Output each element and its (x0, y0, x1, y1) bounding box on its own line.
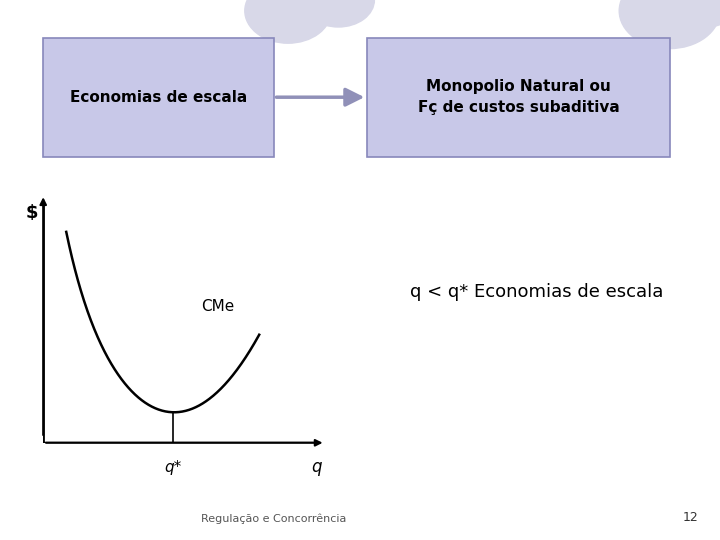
Text: CMe: CMe (202, 299, 235, 314)
Text: q*: q* (164, 460, 181, 475)
Circle shape (245, 0, 331, 43)
FancyBboxPatch shape (43, 38, 274, 157)
Text: q: q (312, 458, 322, 476)
FancyBboxPatch shape (367, 38, 670, 157)
Text: $: $ (25, 204, 38, 222)
Circle shape (619, 0, 720, 49)
Text: Economias de escala: Economias de escala (70, 90, 247, 105)
Circle shape (302, 0, 374, 27)
Text: Regulação e Concorrência: Regulação e Concorrência (201, 514, 346, 524)
Circle shape (670, 0, 720, 27)
Text: Monopolio Natural ou
Fç de custos subaditiva: Monopolio Natural ou Fç de custos subadi… (418, 79, 619, 115)
Text: q < q* Economias de escala: q < q* Economias de escala (410, 282, 664, 301)
Text: 12: 12 (683, 511, 698, 524)
